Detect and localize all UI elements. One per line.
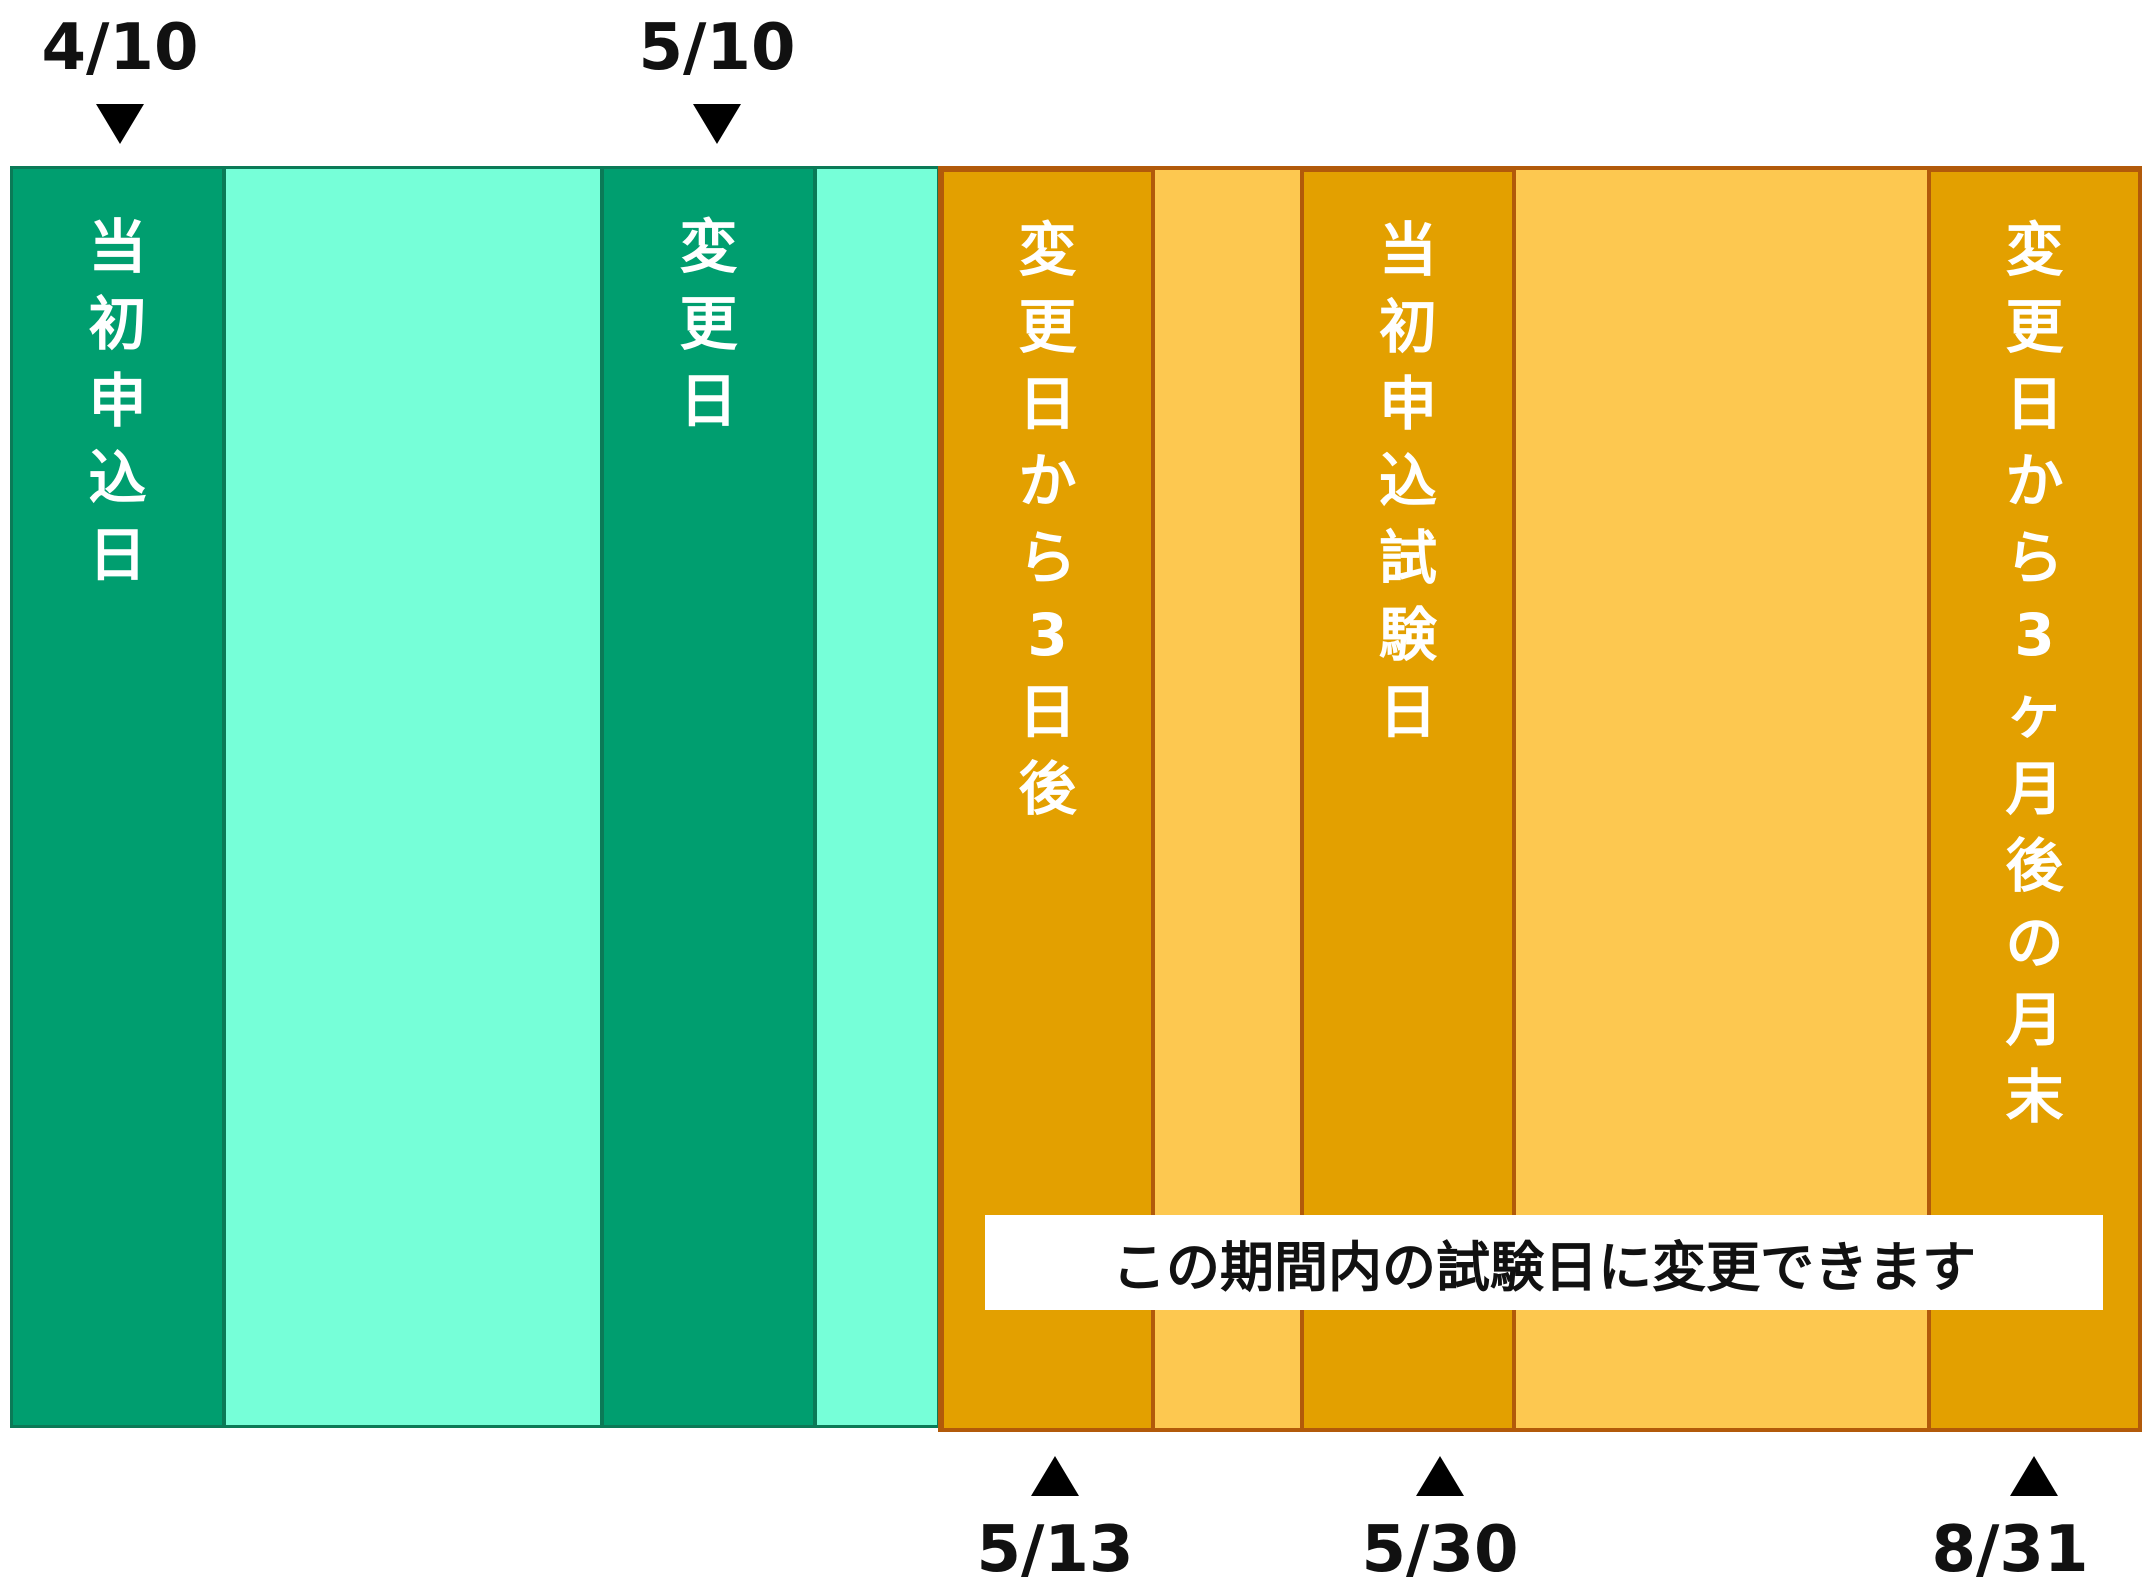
up-arrow-icon [2010, 1456, 2058, 1496]
date-label-initial-application: 4/10 [41, 11, 199, 85]
interval-before-change [223, 166, 603, 1428]
date-label-month-end: 8/31 [1931, 1513, 2089, 1587]
vertical-char: 末 [2005, 1063, 2064, 1131]
vertical-char: 更 [679, 290, 738, 358]
vertical-char: 申 [88, 367, 147, 435]
vertical-char: 日 [88, 521, 147, 589]
vertical-char: 日 [1378, 678, 1437, 746]
vertical-char: 更 [1018, 293, 1077, 361]
vertical-char: 後 [1018, 755, 1077, 823]
date-label-three-days-after: 5/13 [976, 1513, 1134, 1587]
vertical-char: 変 [679, 213, 738, 281]
vertical-char: 日 [2005, 370, 2064, 438]
up-arrow-icon [1031, 1456, 1079, 1496]
vertical-char: 当 [88, 213, 147, 281]
vertical-label-initial-application-date: 当初申込日 [13, 209, 222, 594]
vertical-char: 初 [1378, 293, 1437, 361]
vertical-char: 月 [2005, 986, 2064, 1054]
vertical-char: 申 [1378, 370, 1437, 438]
interval-after-change [814, 166, 940, 1428]
vertical-char: 日 [1018, 370, 1077, 438]
vertical-char: 込 [88, 444, 147, 512]
vertical-label-change-date: 変更日 [604, 209, 813, 440]
vertical-char: か [2005, 447, 2064, 515]
vertical-char: 日 [679, 367, 738, 435]
vertical-char: 変 [2005, 216, 2064, 284]
vertical-char: 初 [88, 290, 147, 358]
date-label-change: 5/10 [638, 11, 796, 85]
vertical-char: 3 [1027, 601, 1068, 669]
down-arrow-icon [693, 104, 741, 144]
vertical-char: 月 [2005, 755, 2064, 823]
vertical-char: の [2005, 909, 2064, 977]
column-initial-application-date: 当初申込日 [10, 166, 225, 1428]
vertical-char: ヶ [2005, 678, 2064, 746]
vertical-char: 当 [1378, 216, 1437, 284]
vertical-char: 更 [2005, 293, 2064, 361]
vertical-char: 後 [2005, 832, 2064, 900]
vertical-char: 験 [1378, 601, 1437, 669]
vertical-char: 変 [1018, 216, 1077, 284]
vertical-label-initial-exam-date: 当初申込試験日 [1304, 212, 1512, 751]
date-label-initial-exam: 5/30 [1361, 1513, 1519, 1587]
changeable-period-note: この期間内の試験日に変更できます [985, 1215, 2103, 1310]
vertical-char: 日 [1018, 678, 1077, 746]
vertical-char: か [1018, 447, 1077, 515]
column-change-date: 変更日 [601, 166, 816, 1428]
vertical-char: 試 [1378, 524, 1437, 592]
down-arrow-icon [96, 104, 144, 144]
vertical-char: ら [1018, 524, 1077, 592]
up-arrow-icon [1416, 1456, 1464, 1496]
vertical-char: ら [2005, 524, 2064, 592]
vertical-char: 込 [1378, 447, 1437, 515]
vertical-char: 3 [2014, 601, 2055, 669]
